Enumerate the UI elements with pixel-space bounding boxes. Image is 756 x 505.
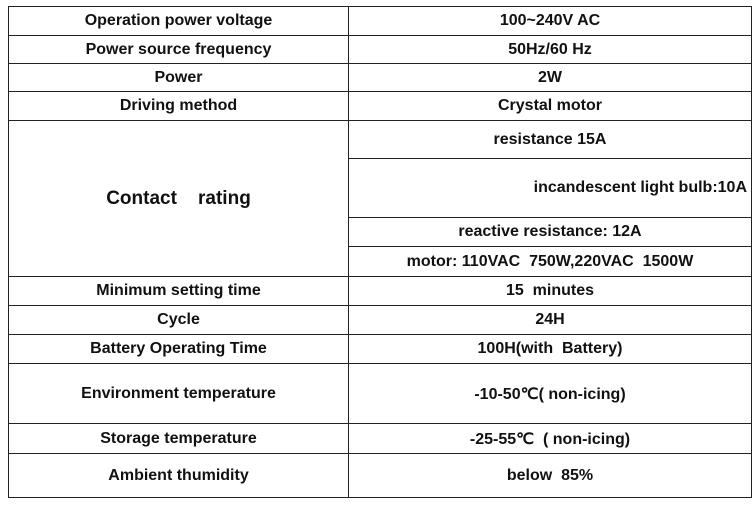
- row-value: 2W: [348, 63, 752, 92]
- row-label: Minimum setting time: [8, 276, 349, 306]
- row-value: motor: 110VAC 750W,220VAC 1500W: [348, 246, 752, 277]
- row-label: Contact rating: [8, 120, 349, 277]
- table-row: Battery Operating Time 100H(with Battery): [8, 334, 752, 364]
- table-row: motor: 110VAC 750W,220VAC 1500W: [9, 246, 752, 277]
- table-row: Minimum setting time 15 minutes: [8, 276, 752, 306]
- row-label: Power: [8, 63, 349, 92]
- row-value: 24H: [348, 305, 752, 335]
- table-row: Driving method Crystal motor: [8, 91, 752, 121]
- row-label: Power source frequency: [8, 35, 349, 64]
- row-label: Cycle: [8, 305, 349, 335]
- spec-table-body: Operation power voltage 100~240V AC Power …: [8, 6, 752, 498]
- row-label: Battery Operating Time: [8, 334, 349, 364]
- row-value: -25-55℃ ( non-icing): [348, 423, 752, 454]
- row-value: 100~240V AC: [348, 6, 752, 36]
- row-value: 100H(with Battery): [348, 334, 752, 364]
- table-row: Cycle 24H: [8, 305, 752, 335]
- row-value: -10-50℃( non-icing): [348, 363, 752, 424]
- row-value: incandescent light bulb:10A: [348, 158, 752, 218]
- row-label: Environment temperature: [8, 363, 349, 424]
- table-row: Ambient thumidity below 85%: [8, 453, 752, 498]
- spec-table: Operation power voltage 100~240V AC Power …: [8, 6, 752, 498]
- row-value: 15 minutes: [348, 276, 752, 306]
- table-row: incandescent light bulb:10A: [9, 158, 752, 218]
- row-value: Crystal motor: [348, 91, 752, 121]
- table-row: Operation power voltage 100~240V AC: [8, 6, 752, 36]
- table-row: Environment temperature -10-50℃( non-icin…: [8, 363, 752, 424]
- row-value: reactive resistance: 12A: [348, 217, 752, 247]
- row-value: resistance 15A: [348, 120, 752, 159]
- row-label: Storage temperature: [8, 423, 349, 454]
- table-row: Storage temperature -25-55℃ ( non-icing): [8, 423, 752, 454]
- row-label: Ambient thumidity: [8, 453, 349, 498]
- row-value: below 85%: [348, 453, 752, 498]
- row-label: Operation power voltage: [8, 6, 349, 36]
- table-row: Contact rating resistance 15A: [8, 120, 752, 277]
- table-row: Power source frequency 50Hz/60 Hz: [8, 35, 752, 64]
- row-value: 50Hz/60 Hz: [348, 35, 752, 64]
- table-row: Power 2W: [8, 63, 752, 92]
- row-label: Driving method: [8, 91, 349, 121]
